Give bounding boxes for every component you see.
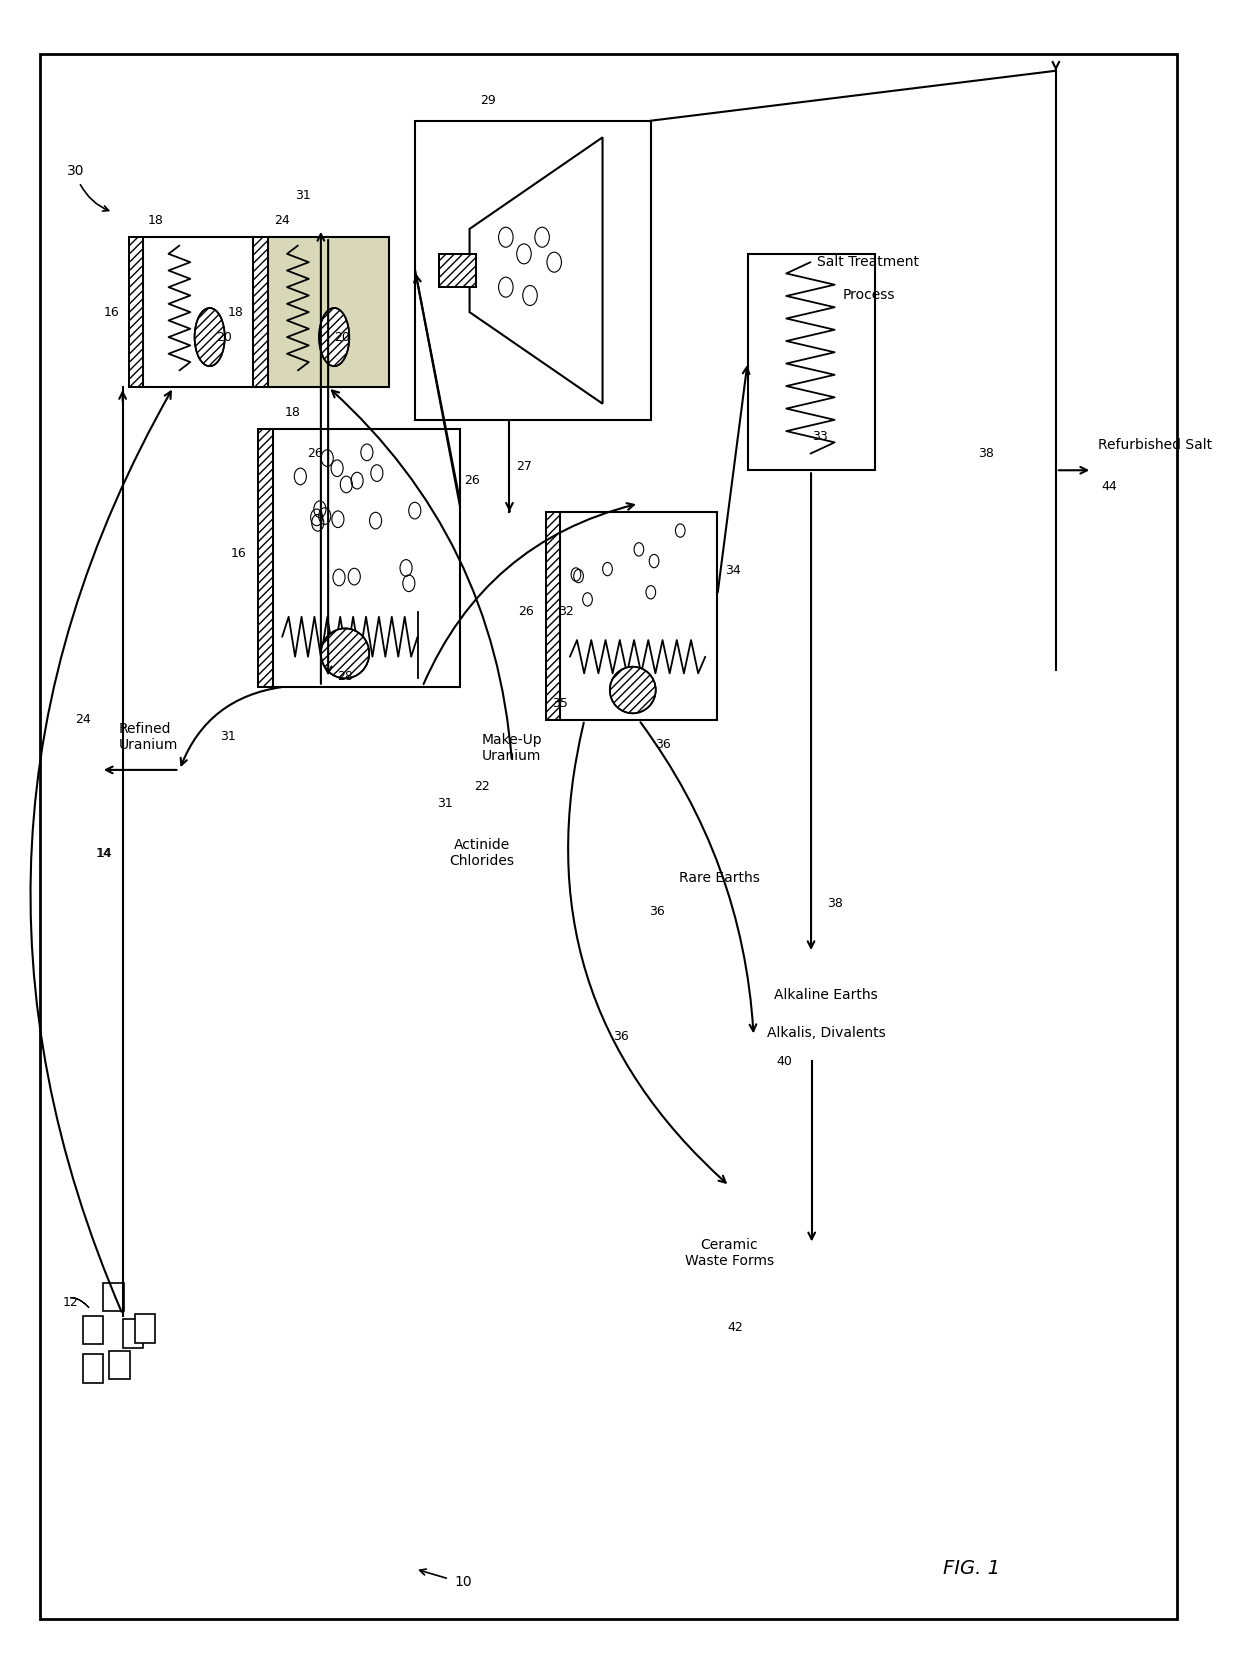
Text: 38: 38 bbox=[978, 447, 993, 460]
Bar bbox=[129, 238, 143, 386]
Text: 18: 18 bbox=[148, 214, 164, 228]
Bar bbox=[415, 120, 651, 420]
Text: 16: 16 bbox=[231, 547, 246, 560]
Text: 31: 31 bbox=[438, 796, 454, 810]
Text: 33: 33 bbox=[812, 430, 828, 443]
Polygon shape bbox=[470, 137, 603, 403]
Text: 44: 44 bbox=[1102, 480, 1117, 494]
Text: 22: 22 bbox=[474, 780, 490, 793]
Text: Salt Treatment: Salt Treatment bbox=[817, 256, 920, 269]
Bar bbox=[83, 1317, 103, 1343]
Bar bbox=[268, 238, 388, 386]
Text: 27: 27 bbox=[516, 460, 532, 472]
Text: 35: 35 bbox=[552, 698, 568, 709]
Text: 12: 12 bbox=[62, 1297, 78, 1308]
Bar bbox=[83, 1353, 103, 1382]
Text: 20: 20 bbox=[216, 331, 232, 343]
Text: 18: 18 bbox=[228, 306, 243, 318]
Bar bbox=[748, 254, 874, 470]
Text: 30: 30 bbox=[67, 164, 84, 177]
Bar bbox=[439, 254, 476, 288]
Text: 20: 20 bbox=[334, 331, 350, 343]
Text: 26: 26 bbox=[308, 447, 322, 460]
Text: 40: 40 bbox=[776, 1054, 792, 1067]
Text: Ceramic
Waste Forms: Ceramic Waste Forms bbox=[684, 1238, 774, 1268]
Bar bbox=[129, 238, 143, 386]
Bar bbox=[253, 238, 268, 386]
Bar bbox=[123, 1320, 143, 1347]
Bar bbox=[546, 512, 560, 719]
Bar bbox=[560, 512, 718, 719]
Ellipse shape bbox=[195, 308, 224, 366]
Ellipse shape bbox=[321, 629, 370, 678]
Text: 36: 36 bbox=[655, 738, 671, 751]
Text: 24: 24 bbox=[274, 214, 289, 228]
Text: 29: 29 bbox=[480, 94, 496, 107]
Text: Make-Up
Uranium: Make-Up Uranium bbox=[481, 733, 542, 763]
Bar bbox=[258, 428, 273, 686]
Text: 14: 14 bbox=[97, 847, 113, 860]
Ellipse shape bbox=[319, 308, 350, 366]
Bar bbox=[135, 1315, 155, 1342]
Text: Refurbished Salt: Refurbished Salt bbox=[1099, 438, 1213, 452]
Text: Rare Earths: Rare Earths bbox=[678, 872, 760, 885]
Bar bbox=[109, 1350, 130, 1379]
Bar bbox=[546, 512, 560, 719]
Text: 42: 42 bbox=[728, 1322, 744, 1333]
Bar bbox=[439, 254, 476, 288]
Text: 31: 31 bbox=[219, 729, 236, 743]
Text: FIG. 1: FIG. 1 bbox=[942, 1559, 999, 1578]
Text: 28: 28 bbox=[337, 671, 353, 683]
Text: 18: 18 bbox=[285, 405, 300, 418]
Bar bbox=[273, 428, 460, 686]
Bar bbox=[253, 238, 268, 386]
Bar bbox=[143, 238, 264, 386]
Text: Alkalis, Divalents: Alkalis, Divalents bbox=[766, 1026, 885, 1041]
Text: Refined
Uranium: Refined Uranium bbox=[119, 721, 179, 751]
Text: 36: 36 bbox=[613, 1031, 629, 1042]
Text: 10: 10 bbox=[455, 1576, 472, 1589]
Text: Actinide
Chlorides: Actinide Chlorides bbox=[449, 838, 515, 868]
Text: 26: 26 bbox=[518, 606, 533, 619]
Text: 38: 38 bbox=[827, 897, 843, 910]
Text: Process: Process bbox=[842, 288, 895, 303]
Bar bbox=[258, 428, 273, 686]
Text: 24: 24 bbox=[76, 713, 92, 726]
Text: 26: 26 bbox=[464, 473, 480, 487]
Text: 32: 32 bbox=[558, 606, 574, 619]
Text: 34: 34 bbox=[724, 564, 740, 577]
Text: 16: 16 bbox=[103, 306, 119, 318]
Text: Alkaline Earths: Alkaline Earths bbox=[774, 987, 878, 1002]
Text: 36: 36 bbox=[649, 905, 665, 918]
Ellipse shape bbox=[610, 668, 656, 713]
Bar bbox=[103, 1283, 124, 1312]
Text: 31: 31 bbox=[295, 189, 311, 202]
Text: 14: 14 bbox=[95, 847, 112, 860]
